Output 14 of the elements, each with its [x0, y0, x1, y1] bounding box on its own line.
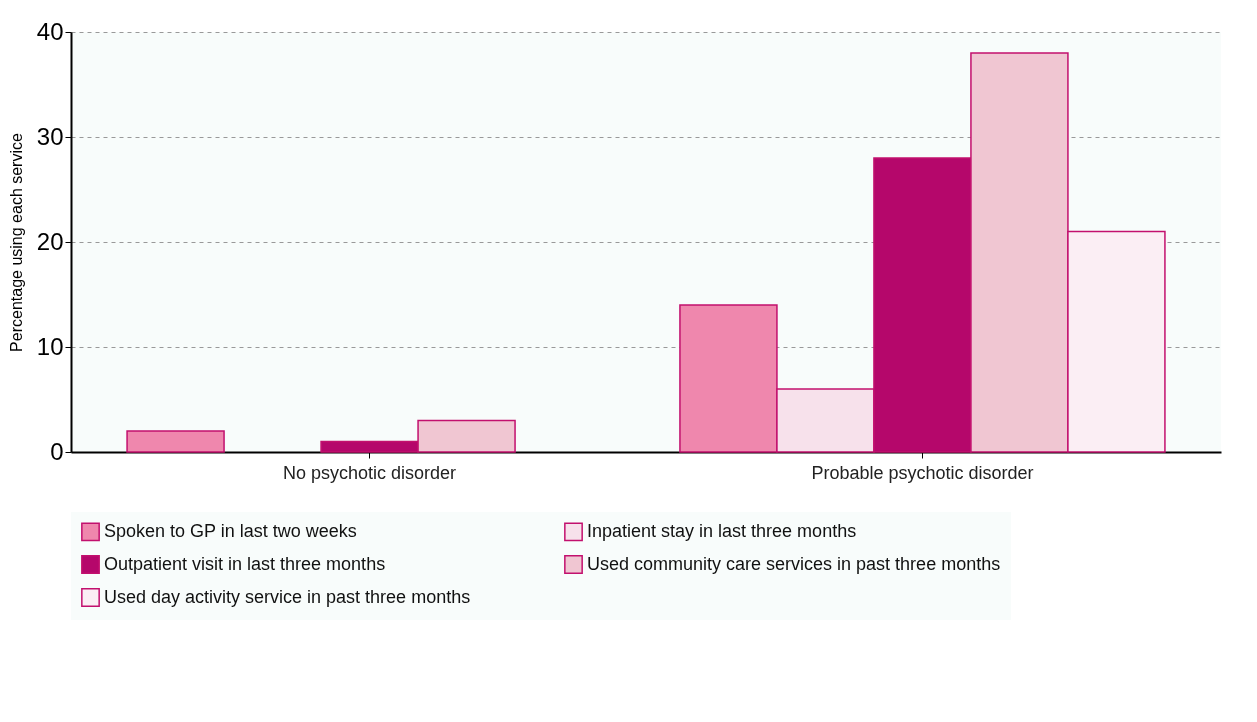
y-tick-label: 20	[36, 227, 64, 255]
y-tick-label: 40	[36, 17, 64, 45]
y-tick-label: 30	[36, 122, 64, 150]
legend-label: Inpatient stay in last three months	[587, 520, 857, 541]
x-tick-label: No psychotic disorder	[283, 462, 457, 483]
y-axis-title: Percentage using each service	[7, 133, 25, 352]
y-tick-label: 10	[36, 332, 64, 360]
legend-label: Used day activity service in past three months	[104, 586, 471, 607]
legend-label: Spoken to GP in last two weeks	[104, 520, 357, 541]
y-tick-label: 0	[50, 437, 64, 465]
legend-label: Used community care services in past three months	[587, 553, 1001, 574]
bar	[126, 430, 225, 453]
x-tick-label: Probable psychotic disorder	[811, 462, 1034, 483]
legend-label: Outpatient visit in last three months	[104, 553, 386, 574]
